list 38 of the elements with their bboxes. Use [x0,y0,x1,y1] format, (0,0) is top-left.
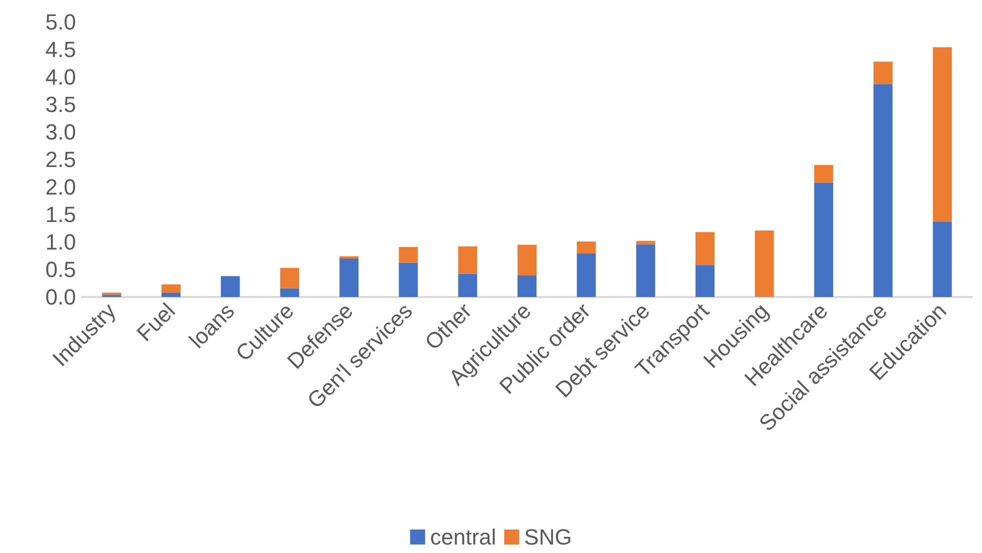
y-tick-label: 5.0 [45,10,76,34]
bar [280,268,300,288]
y-tick-label: 0.0 [45,284,76,310]
bar [280,288,300,297]
bar [932,222,952,297]
bar [340,258,358,297]
legend-label: SNG [524,524,572,550]
bar [636,244,656,297]
bar [814,165,834,183]
bar [458,246,478,274]
bar [162,284,180,293]
bar [518,244,536,276]
bar [696,265,714,297]
bar [576,241,596,254]
y-tick-label: 1.0 [45,230,76,254]
bar [754,230,774,297]
y-tick-label: 4.0 [45,64,76,90]
y-tick-label: 2.0 [45,174,76,200]
bar [398,246,418,263]
bar [162,292,180,297]
bar [874,84,892,297]
bar [576,254,596,297]
y-tick-label: 0.5 [45,257,76,282]
bar [696,232,714,266]
y-tick-label: 2.5 [45,147,76,172]
bar [932,47,952,222]
bar [518,276,536,297]
y-tick-label: 4.5 [45,37,76,62]
bar [458,274,478,297]
y-tick-label: 3.0 [45,120,76,144]
y-tick-label: 3.5 [45,92,76,117]
bar [874,62,892,84]
bar [398,262,418,297]
legend-label: central [430,524,496,550]
bar [814,182,834,297]
y-tick-label: 1.5 [45,202,76,227]
bar [636,240,656,244]
bar [220,276,240,297]
